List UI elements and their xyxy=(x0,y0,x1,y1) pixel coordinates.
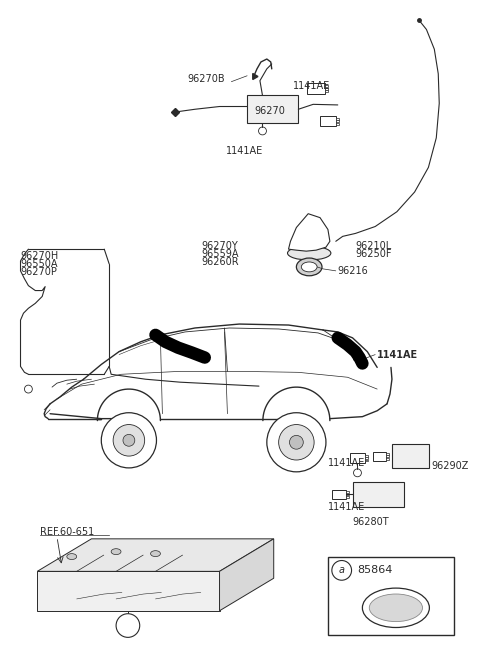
Bar xyxy=(373,452,385,460)
Bar xyxy=(320,116,336,126)
Ellipse shape xyxy=(111,549,121,555)
Circle shape xyxy=(289,436,303,449)
Text: 96260R: 96260R xyxy=(202,257,240,267)
Text: 96270H: 96270H xyxy=(21,251,59,261)
Bar xyxy=(349,453,365,463)
Polygon shape xyxy=(288,214,330,251)
Polygon shape xyxy=(219,539,274,610)
Text: a: a xyxy=(125,620,131,631)
Bar xyxy=(346,493,348,495)
Bar xyxy=(247,96,299,123)
Bar xyxy=(385,453,388,455)
Bar xyxy=(325,85,328,87)
Bar xyxy=(307,83,325,94)
Circle shape xyxy=(279,424,314,460)
Circle shape xyxy=(113,424,144,456)
Text: 96270: 96270 xyxy=(254,106,285,116)
Circle shape xyxy=(267,413,326,472)
Bar xyxy=(336,120,339,122)
Bar xyxy=(346,491,348,493)
Ellipse shape xyxy=(151,551,160,557)
Polygon shape xyxy=(37,539,274,571)
Text: 96270P: 96270P xyxy=(21,267,58,277)
Bar xyxy=(385,455,388,457)
Text: 96250F: 96250F xyxy=(356,249,392,259)
Bar xyxy=(365,457,368,459)
Text: 96290Z: 96290Z xyxy=(432,461,469,471)
Circle shape xyxy=(332,561,351,580)
Text: 1141AE: 1141AE xyxy=(328,502,365,512)
Text: 1141AE: 1141AE xyxy=(377,350,418,360)
Text: REF.60-651: REF.60-651 xyxy=(40,527,95,537)
Circle shape xyxy=(123,434,135,446)
Circle shape xyxy=(101,413,156,468)
Circle shape xyxy=(116,614,140,637)
Ellipse shape xyxy=(369,594,422,622)
Bar xyxy=(336,122,339,124)
Text: 1141AE: 1141AE xyxy=(328,458,365,468)
Bar xyxy=(336,118,339,120)
Bar xyxy=(346,496,348,498)
Text: 96270B: 96270B xyxy=(187,74,225,84)
Circle shape xyxy=(259,127,266,135)
Text: 96559A: 96559A xyxy=(202,249,240,259)
Bar xyxy=(332,490,346,499)
Text: 1141AE: 1141AE xyxy=(293,81,331,90)
Bar xyxy=(385,458,388,460)
Text: 96210L: 96210L xyxy=(356,241,392,252)
Text: a: a xyxy=(339,565,345,575)
Polygon shape xyxy=(37,571,219,610)
Text: 96280T: 96280T xyxy=(352,517,389,527)
Bar xyxy=(325,90,328,92)
Ellipse shape xyxy=(67,553,77,559)
Ellipse shape xyxy=(301,262,317,272)
Bar xyxy=(365,455,368,457)
Bar xyxy=(365,460,368,462)
Text: 96270Y: 96270Y xyxy=(202,241,239,252)
Ellipse shape xyxy=(362,588,430,627)
Bar xyxy=(328,557,454,635)
Bar xyxy=(352,481,404,508)
Circle shape xyxy=(24,385,32,393)
Circle shape xyxy=(354,469,361,477)
Ellipse shape xyxy=(296,258,322,276)
Text: 96216: 96216 xyxy=(338,266,369,276)
Ellipse shape xyxy=(288,246,331,260)
Bar xyxy=(392,444,430,468)
Text: 96550A: 96550A xyxy=(21,259,58,269)
Text: 85864: 85864 xyxy=(358,565,393,575)
Text: 1141AE: 1141AE xyxy=(226,145,263,156)
Bar xyxy=(325,88,328,90)
